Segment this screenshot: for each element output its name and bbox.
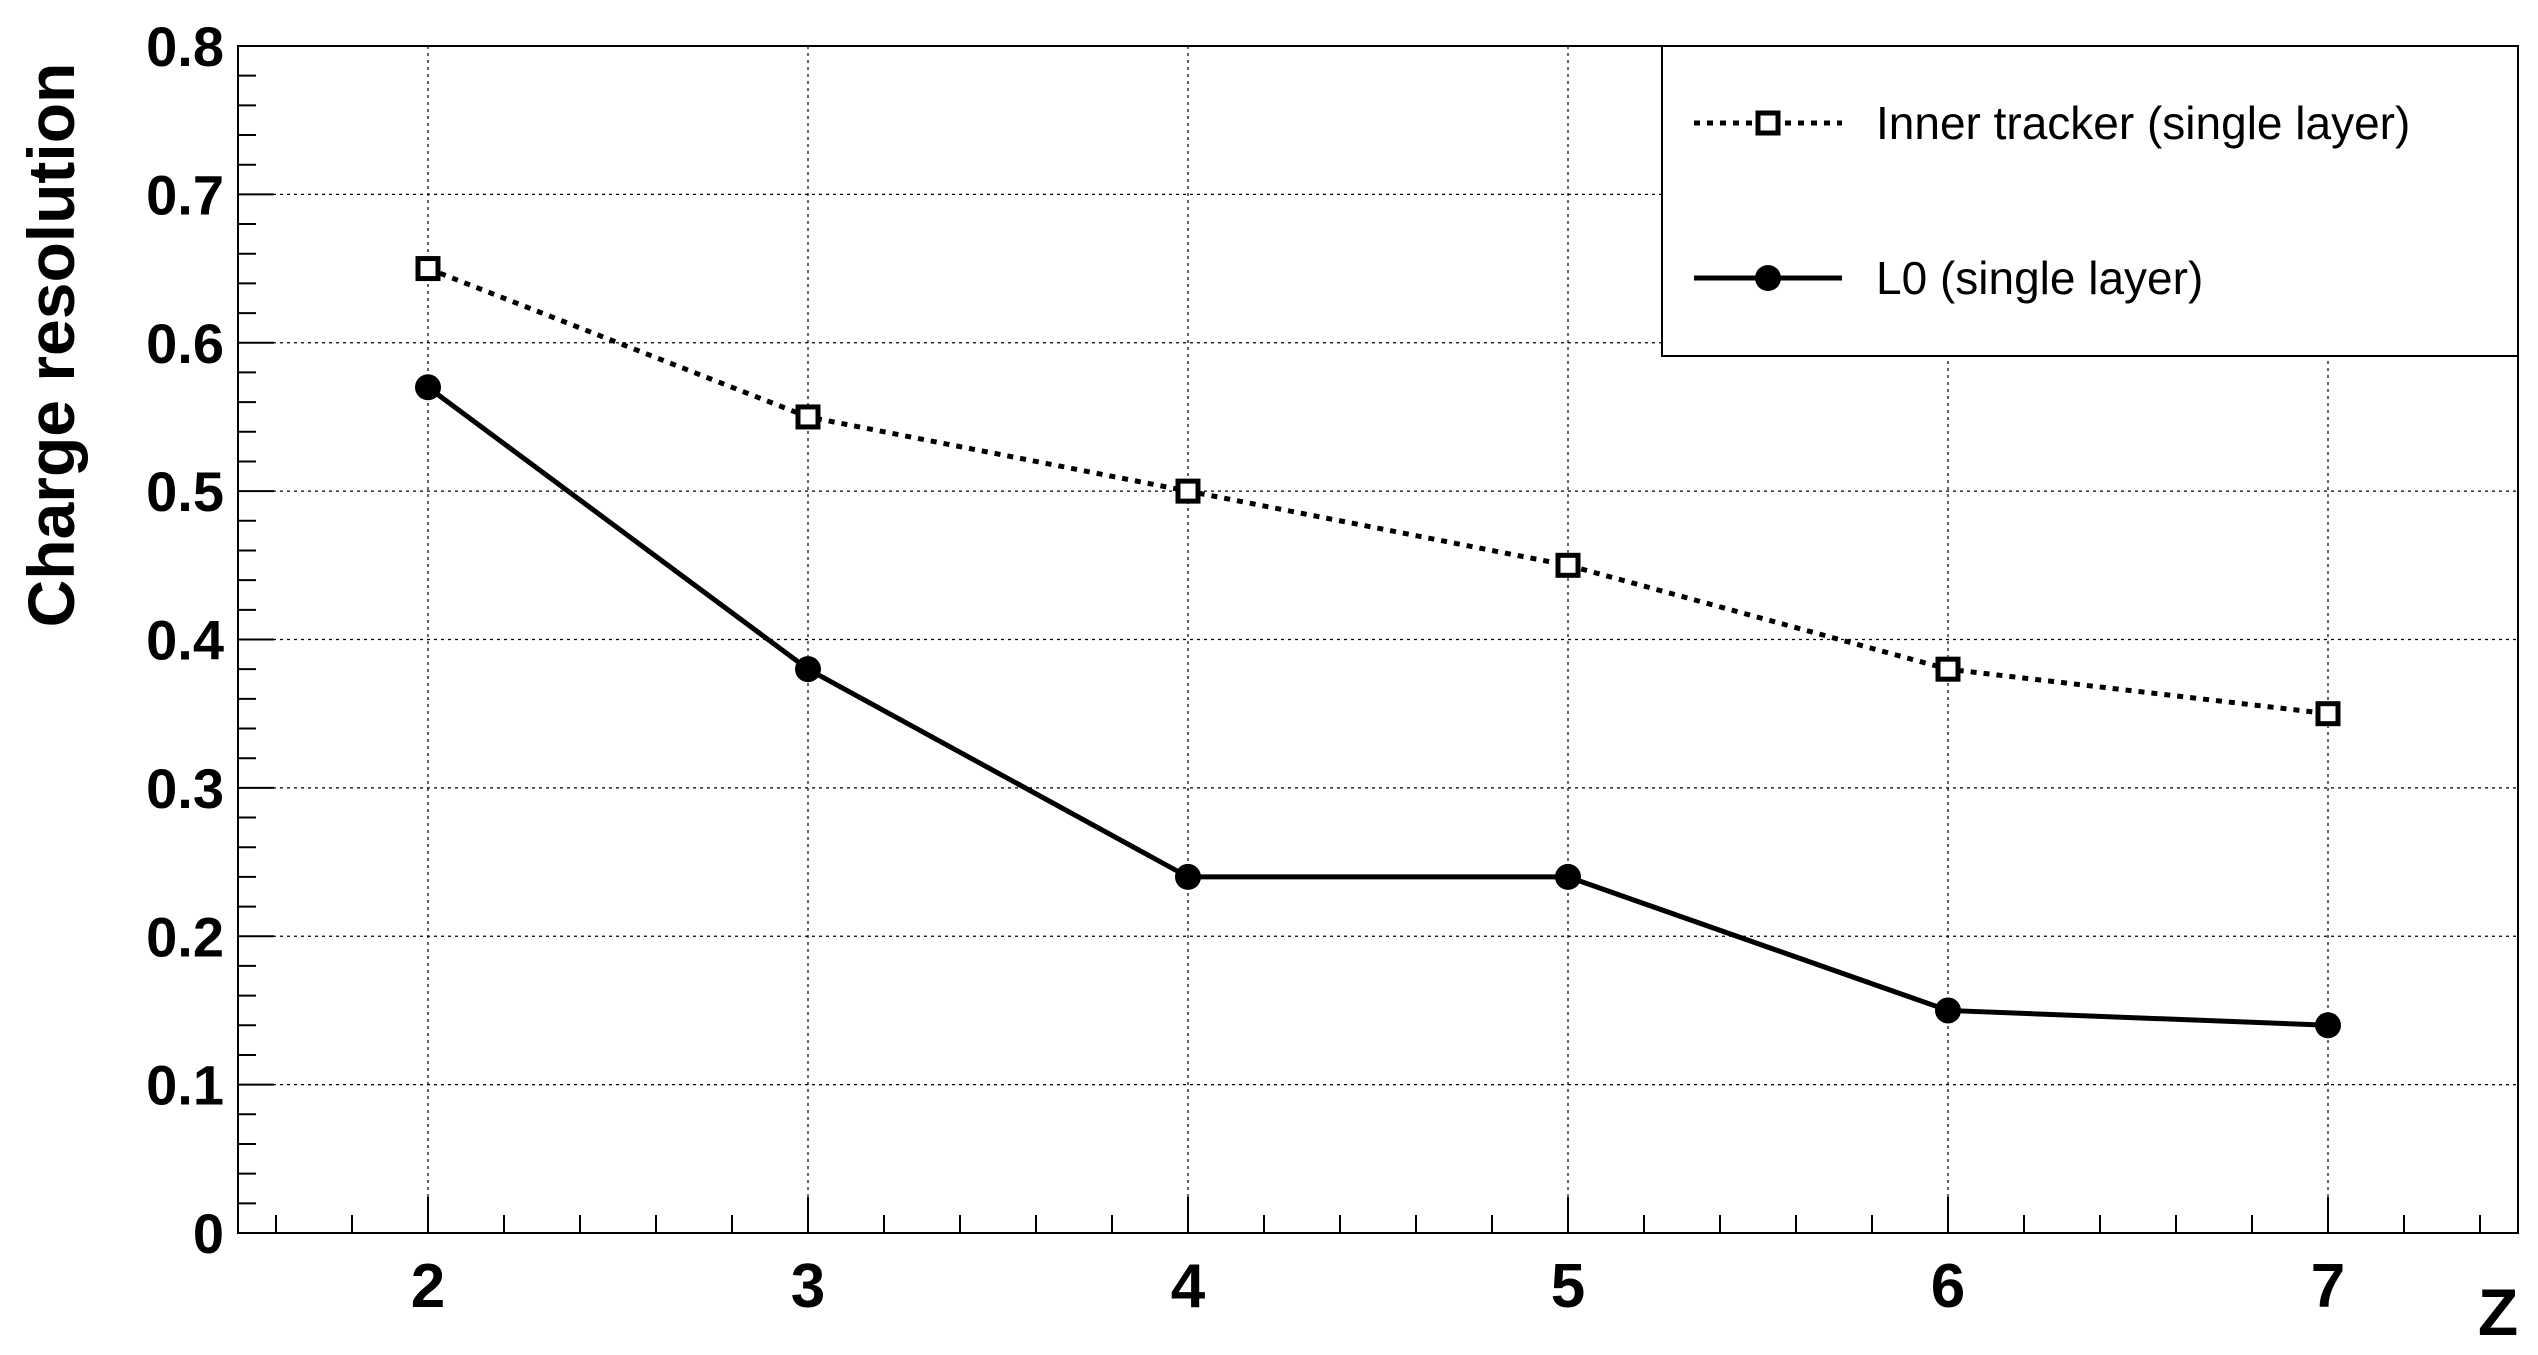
y-tick-label: 0.2 [146, 905, 224, 968]
data-point [1555, 863, 1581, 890]
data-point [1935, 997, 1961, 1024]
y-tick-label: 0.1 [146, 1054, 224, 1117]
legend-entry-2: L0 (single layer) [1694, 252, 2203, 304]
x-axis-title: Z [2478, 1275, 2518, 1349]
legend: Inner tracker (single layer) L0 (single l… [1661, 45, 2519, 357]
legend-marker [1755, 265, 1781, 291]
data-point [1555, 552, 1581, 578]
plot-frame [237, 45, 2519, 1234]
series-2 [415, 374, 2341, 1039]
x-tick-label: 5 [1551, 1252, 1585, 1321]
x-tick-label: 4 [1171, 1252, 1206, 1321]
data-point [2315, 1012, 2341, 1039]
axes: 2 3 4 5 6 7 0 0.1 0.2 0.3 0.4 0.5 0.6 0.7 0.8 [146, 15, 2519, 1321]
x-tick-label: 3 [791, 1252, 825, 1321]
legend-entry-1: Inner tracker (single layer) [1694, 97, 2410, 149]
x-tick-label: 6 [1931, 1252, 1965, 1321]
data-point [2315, 701, 2341, 727]
y-axis-title: Charge resolution [14, 63, 88, 628]
data-point [1175, 863, 1201, 890]
y-tick-label: 0.7 [146, 163, 224, 226]
data-point [415, 256, 441, 282]
data-point [1175, 478, 1201, 504]
data-point [1935, 656, 1961, 682]
data-point [415, 374, 441, 401]
legend-label: L0 (single layer) [1876, 252, 2203, 304]
y-tick-label: 0.3 [146, 757, 224, 820]
series-line [427, 266, 2329, 717]
y-tick-label: 0 [193, 1202, 224, 1265]
data-point [795, 404, 821, 430]
y-tick-label: 0.8 [146, 15, 224, 78]
x-tick-label: 7 [2311, 1252, 2345, 1321]
x-tick-label: 2 [411, 1252, 445, 1321]
legend-box [1661, 45, 2519, 357]
series-group [415, 256, 2341, 1039]
legend-label: Inner tracker (single layer) [1876, 97, 2410, 149]
series-line [426, 385, 2329, 1028]
series-1 [415, 256, 2341, 727]
data-point [795, 656, 821, 683]
legend-marker [1755, 110, 1781, 136]
y-tick-label: 0.4 [146, 609, 224, 672]
grid [238, 46, 2518, 1233]
y-tick-label: 0.6 [146, 312, 224, 375]
y-tick-label: 0.5 [146, 460, 224, 523]
